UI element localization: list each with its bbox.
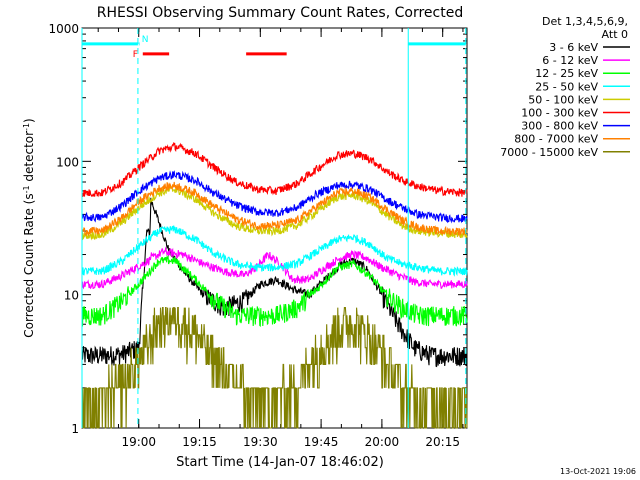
x-tick-label: 20:00 <box>365 435 400 449</box>
legend-entry-label: 300 - 800 keV <box>521 120 598 133</box>
y-axis-label-exp: -1 <box>22 185 31 193</box>
series-line <box>81 185 468 241</box>
legend-entry-label: 100 - 300 keV <box>521 107 598 120</box>
legend-entry-label: 7000 - 15000 keV <box>500 146 598 159</box>
legend-entry-label: 3 - 6 keV <box>549 41 598 54</box>
y-axis-label-part: detector <box>22 131 36 186</box>
y-tick-label: 1 <box>71 422 79 436</box>
y-axis-label: Corrected Count Rate (s-1 detector-1) <box>22 118 37 337</box>
series-line <box>81 181 468 238</box>
y-axis-label-part: Corrected Count Rate (s <box>22 193 36 337</box>
y-axis-label-exp: -1 <box>22 123 31 131</box>
x-tick-label: 19:00 <box>121 435 156 449</box>
x-tick-label: 20:15 <box>425 435 460 449</box>
legend-entry-label: 12 - 25 keV <box>535 67 598 80</box>
legend-header-line: Att 0 <box>602 28 628 41</box>
y-tick-label: 1000 <box>48 22 79 36</box>
legend-entry-label: 50 - 100 keV <box>528 93 598 106</box>
legend-entry-label: 6 - 12 keV <box>542 54 598 67</box>
series-line <box>81 225 468 277</box>
y-tick-label: 10 <box>64 289 79 303</box>
chart-title: RHESSI Observing Summary Count Rates, Co… <box>97 5 463 21</box>
series-line <box>81 307 468 429</box>
x-axis-ticks: 19:00 19:15 19:30 19:45 20:00 20:15 <box>97 28 464 449</box>
x-tick-label: 19:30 <box>243 435 278 449</box>
x-tick-label: 19:15 <box>182 435 217 449</box>
series-line <box>81 141 468 198</box>
x-tick-label: 19:45 <box>304 435 339 449</box>
footer-timestamp: 13-Oct-2021 19:06 <box>560 467 636 476</box>
series-line <box>81 246 468 290</box>
interval-label: F <box>133 50 138 60</box>
observing-intervals: NF <box>81 28 467 428</box>
y-axis-label-part: ) <box>22 118 36 123</box>
series-line <box>81 254 468 328</box>
x-axis-label: Start Time (14-Jan-07 18:46:02) <box>176 455 384 470</box>
legend-entry-label: 800 - 7000 keV <box>514 133 598 146</box>
legend-entry-label: 25 - 50 keV <box>535 80 598 93</box>
interval-label: N <box>142 35 149 45</box>
svg-text:Corrected Count Rate (s-1 dete: Corrected Count Rate (s-1 detector-1) <box>22 118 37 337</box>
series-line <box>81 170 468 224</box>
y-tick-label: 100 <box>56 155 79 169</box>
legend-header-line: Det 1,3,4,5,6,9, <box>542 15 628 28</box>
series-group <box>81 141 468 429</box>
